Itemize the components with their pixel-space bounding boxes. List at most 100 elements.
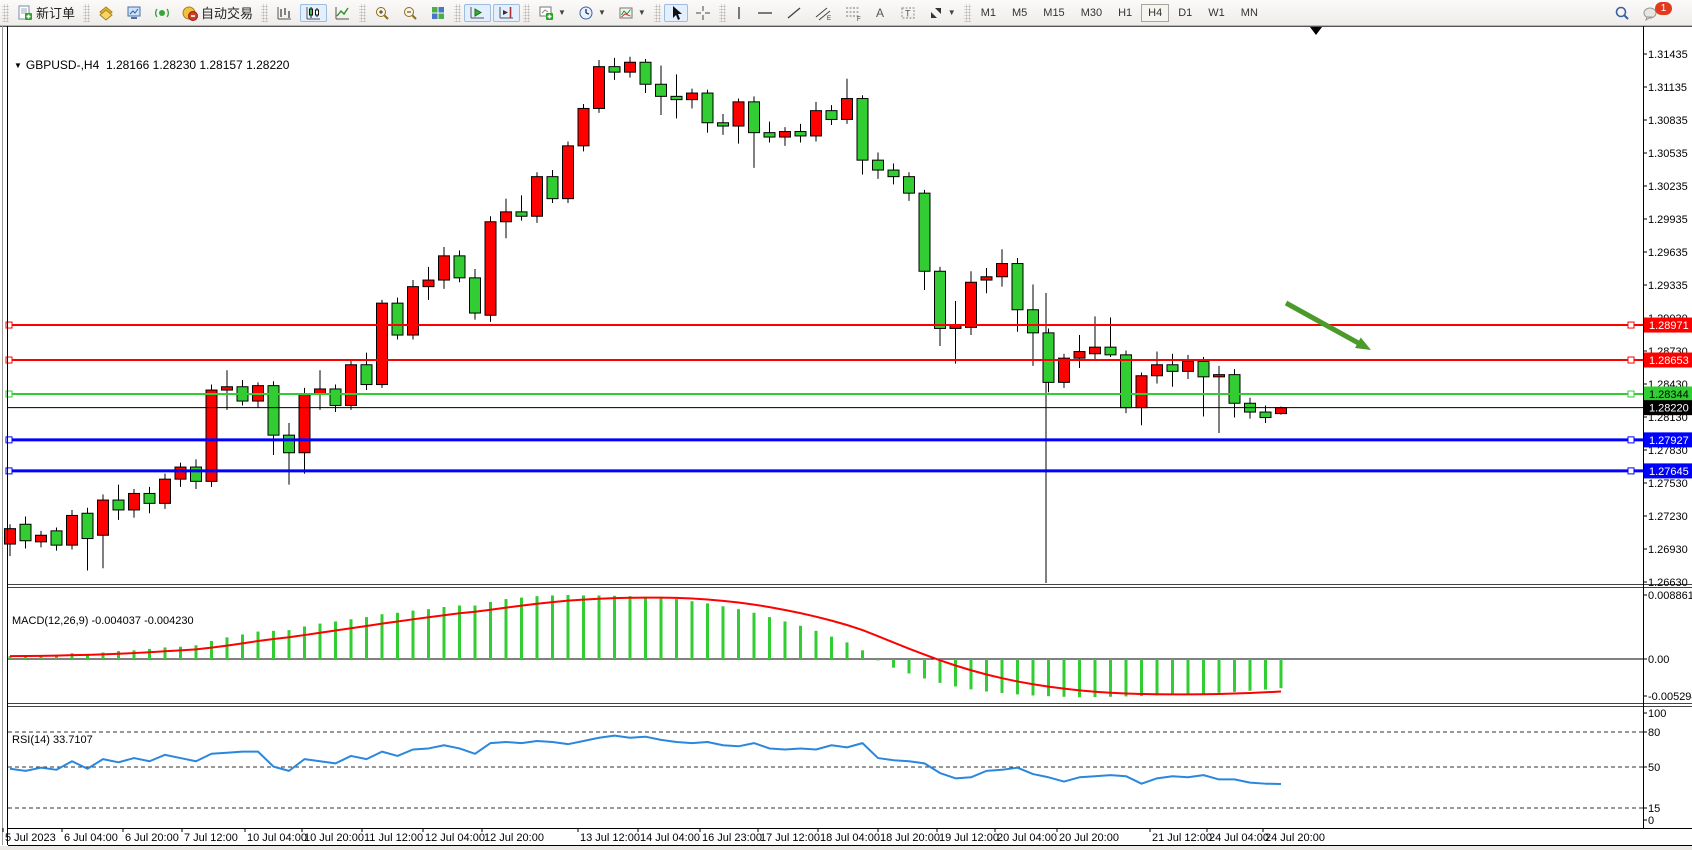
equidistant-channel-button[interactable]: E <box>809 4 837 22</box>
line-chart-button[interactable] <box>329 4 356 22</box>
fibonacci-button[interactable]: F <box>839 4 867 22</box>
bar-chart-button[interactable] <box>271 4 298 22</box>
market-watch-button[interactable] <box>93 4 119 22</box>
level-handle[interactable] <box>1627 436 1635 444</box>
new-order-button[interactable]: 新订单 <box>12 4 80 22</box>
level-handle[interactable] <box>1627 356 1635 364</box>
toolbar-grip[interactable] <box>359 3 367 22</box>
candle-body <box>1104 346 1117 356</box>
toolbar-grip[interactable] <box>963 3 971 22</box>
candle-body <box>515 211 528 217</box>
auto-scroll-button[interactable] <box>464 3 492 22</box>
trend-arrow-object[interactable] <box>1284 300 1362 347</box>
rsi-axis-label: 0 <box>1648 815 1654 827</box>
zoom-in-button[interactable] <box>369 4 395 22</box>
cursor-icon <box>669 5 683 21</box>
level-handle[interactable] <box>1627 321 1635 329</box>
timeframe-h4[interactable]: H4 <box>1141 3 1170 22</box>
chart-shift-marker[interactable] <box>1310 27 1322 35</box>
new-chart-button[interactable]: ▼ <box>533 4 571 22</box>
macd-axis-label: -0.005294 <box>1648 691 1692 703</box>
periods-button[interactable]: ▼ <box>573 4 611 22</box>
toolbar-grip[interactable] <box>718 3 726 22</box>
level-handle[interactable] <box>5 390 13 398</box>
candle-body <box>1166 364 1179 372</box>
timeframe-m1[interactable]: M1 <box>980 6 996 19</box>
toolbar-grip[interactable] <box>261 3 269 22</box>
autotrading-button[interactable]: 自动交易 <box>177 4 258 22</box>
chart-area[interactable]: 1.31435 1.31135 1.30835 1.30535 1.30235 1.299… <box>0 26 1692 846</box>
time-axis-label: 24 Jul 04:00 <box>1209 832 1269 844</box>
current-price-badge-text: 1.28220 <box>1649 403 1689 415</box>
toolbar-grip[interactable] <box>523 3 531 22</box>
crosshair-button[interactable] <box>690 4 716 22</box>
candle-body <box>670 95 683 101</box>
notifications-button[interactable]: 1 <box>1637 2 1683 22</box>
timeframe-w1[interactable]: W1 <box>1208 6 1225 19</box>
zoom-out-button[interactable] <box>397 4 423 22</box>
signals-button[interactable] <box>149 4 175 22</box>
timeframe-h1[interactable]: H1 <box>1118 6 1133 19</box>
horizontal-line-button[interactable] <box>751 4 779 22</box>
line-chart-icon <box>334 5 351 21</box>
time-axis-label: 18 Jul 20:00 <box>880 832 940 844</box>
level-handle[interactable] <box>5 321 13 329</box>
time-axis-label: 20 Jul 04:00 <box>997 832 1057 844</box>
level-handle[interactable] <box>5 436 13 444</box>
time-axis-label: 16 Jul 23:00 <box>702 832 762 844</box>
dropdown-caret-icon: ▼ <box>558 8 566 17</box>
trend-arrow-head[interactable] <box>1354 337 1371 350</box>
price-axis-label: 1.30235 <box>1648 181 1688 193</box>
svg-text:A: A <box>876 6 884 20</box>
candle-body <box>1089 346 1101 355</box>
toolbar-grip[interactable] <box>83 3 91 22</box>
candle-body <box>391 302 404 336</box>
time-axis-label: 12 Jul 04:00 <box>425 832 485 844</box>
trendline-button[interactable] <box>781 4 807 22</box>
navigator-button[interactable] <box>121 4 147 22</box>
text-label-button[interactable]: T <box>895 4 921 22</box>
new-chart-icon <box>538 5 554 21</box>
cursor-button[interactable] <box>663 3 688 22</box>
candlestick-chart-button[interactable] <box>300 3 328 22</box>
navigator-icon <box>126 5 142 21</box>
candle-body <box>376 302 388 386</box>
toolbar-grip[interactable] <box>454 3 462 22</box>
symbol-period-label: GBPUSD-,H4 <box>25 58 100 72</box>
signals-icon <box>154 5 170 21</box>
toolbar-grip[interactable] <box>653 3 661 22</box>
arrow-objects-button[interactable]: ▼ <box>923 4 961 22</box>
candle-body <box>732 101 745 127</box>
vertical-line-button[interactable] <box>729 4 749 22</box>
macd-axis-label: 0.008861 <box>1648 590 1692 602</box>
chart-shift-button[interactable] <box>493 3 521 22</box>
candle-body <box>159 478 171 504</box>
fibonacci-icon: F <box>844 5 862 21</box>
text-button[interactable]: A <box>869 4 893 22</box>
level-price-badge-text: 1.28653 <box>1649 355 1689 367</box>
level-handle[interactable] <box>1627 390 1635 398</box>
timeframe-m5[interactable]: M5 <box>1012 6 1028 19</box>
search-button[interactable] <box>1609 4 1635 22</box>
level-handle[interactable] <box>5 356 13 364</box>
zoom-in-icon <box>374 5 390 21</box>
candlestick-chart-icon <box>305 5 322 21</box>
level-handle[interactable] <box>5 467 13 475</box>
candle-body <box>1073 351 1086 359</box>
tile-windows-button[interactable] <box>425 4 451 22</box>
timeframe-d1[interactable]: D1 <box>1178 6 1193 19</box>
chart-canvas[interactable]: 1.31435 1.31135 1.30835 1.30535 1.30235 1.299… <box>0 26 1692 846</box>
candle-body <box>655 83 667 97</box>
chart-background[interactable] <box>8 26 1692 845</box>
candle-body <box>624 61 636 73</box>
timeframe-mn[interactable]: MN <box>1240 6 1258 19</box>
level-handle[interactable] <box>1627 467 1635 475</box>
timeframe-m15[interactable]: M15 <box>1043 6 1065 19</box>
autotrading-icon <box>182 5 199 21</box>
timeframe-m30[interactable]: M30 <box>1080 6 1103 19</box>
toolbar-grip[interactable] <box>2 3 9 22</box>
candle-body <box>1135 375 1148 409</box>
templates-button[interactable]: ▼ <box>613 4 651 22</box>
candle-body <box>934 270 946 329</box>
level-price-badge <box>1644 317 1692 333</box>
